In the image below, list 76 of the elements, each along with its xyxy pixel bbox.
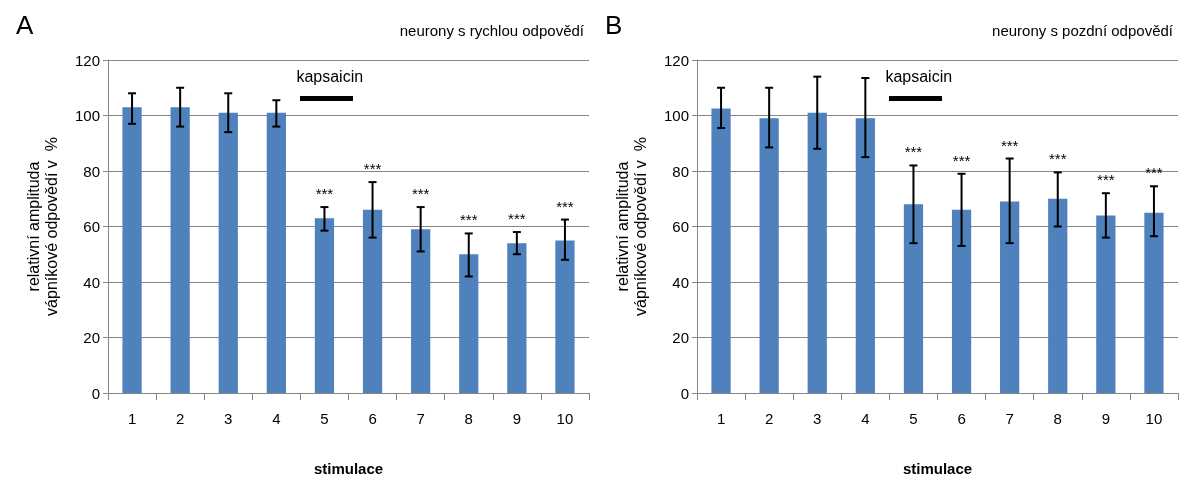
annotation: kapsaicin [885, 67, 953, 85]
x-tick-label: 5 [320, 410, 329, 427]
bar [855, 118, 875, 393]
x-tick-label: 8 [464, 410, 473, 427]
text: A [16, 10, 34, 40]
annotation: *** [1048, 150, 1067, 168]
x-tick-label: 8 [1053, 410, 1062, 427]
x-tick-label: 3 [224, 410, 233, 427]
annotation: *** [556, 197, 574, 215]
y-tick-label: 0 [91, 384, 100, 402]
bar [459, 254, 479, 393]
x-tick-label: 7 [1005, 410, 1014, 427]
bar [1048, 198, 1068, 393]
text: B [605, 10, 623, 40]
bar [314, 218, 335, 393]
bar [266, 112, 286, 393]
bar [218, 112, 238, 393]
bar [411, 229, 431, 393]
y-tick-label: 60 [83, 218, 100, 235]
y-tick-label: 20 [83, 329, 100, 346]
x-tick-label: 2 [175, 410, 185, 427]
x-tick-label: 3 [813, 410, 822, 427]
x-tick-label: 1 [127, 410, 137, 427]
annotation: *** [1145, 164, 1163, 182]
annotation: *** [411, 185, 430, 203]
annotation: kapsaicin [296, 67, 364, 85]
x-tick-label: 6 [368, 410, 377, 427]
annotation: *** [315, 185, 334, 203]
chart-title: neurony s rychlou odpovědí [399, 22, 585, 39]
y-axis-title: relativní amplituda vápníkové odpovědí v % [24, 137, 60, 316]
y-tick-label: 80 [672, 162, 689, 180]
x-tick-label: 9 [1101, 410, 1111, 427]
x-tick-label: 9 [512, 410, 522, 427]
x-tick-label: 10 [556, 410, 574, 427]
y-tick-label: 100 [74, 107, 100, 124]
annotation: *** [459, 211, 478, 229]
bar [122, 107, 142, 393]
y-tick-label: 0 [680, 384, 689, 402]
x-tick-label: 7 [416, 410, 425, 427]
annotation: *** [363, 160, 382, 178]
bar [903, 204, 924, 393]
bar [362, 209, 383, 393]
x-axis-title: stimulace [313, 460, 384, 477]
bar [170, 107, 190, 393]
bar [951, 209, 972, 393]
x-tick-label: 2 [764, 410, 774, 427]
annotation: *** [1000, 136, 1019, 154]
y-tick-label: 120 [663, 51, 689, 69]
x-tick-label: 4 [272, 410, 281, 427]
bar [807, 112, 827, 393]
bar [1144, 212, 1164, 393]
x-axis-title: stimulace [902, 460, 973, 477]
annotation: *** [904, 143, 923, 161]
y-tick-label: 60 [672, 218, 689, 235]
x-tick-label: 4 [861, 410, 870, 427]
y-tick-label: 40 [672, 273, 689, 291]
chart-title: neurony s pozdní odpovědí [992, 22, 1174, 39]
y-tick-label: 80 [83, 162, 100, 180]
bar [507, 243, 527, 393]
annotation: *** [1097, 171, 1115, 189]
annotation: *** [952, 151, 971, 169]
x-tick-label: 10 [1145, 410, 1163, 427]
x-tick-label: 6 [957, 410, 966, 427]
bar [555, 240, 575, 393]
annotation: *** [508, 210, 526, 228]
y-tick-label: 120 [74, 51, 100, 69]
y-axis-title: relativní amplituda vápníkové odpovědí v % [613, 137, 649, 316]
y-tick-label: 20 [672, 329, 689, 346]
bar [711, 108, 731, 393]
bar [759, 118, 779, 393]
y-tick-label: 40 [83, 273, 100, 291]
y-tick-label: 100 [663, 107, 689, 124]
bar [1000, 201, 1020, 393]
x-tick-label: 1 [716, 410, 726, 427]
x-tick-label: 5 [909, 410, 918, 427]
bar [1096, 215, 1116, 393]
